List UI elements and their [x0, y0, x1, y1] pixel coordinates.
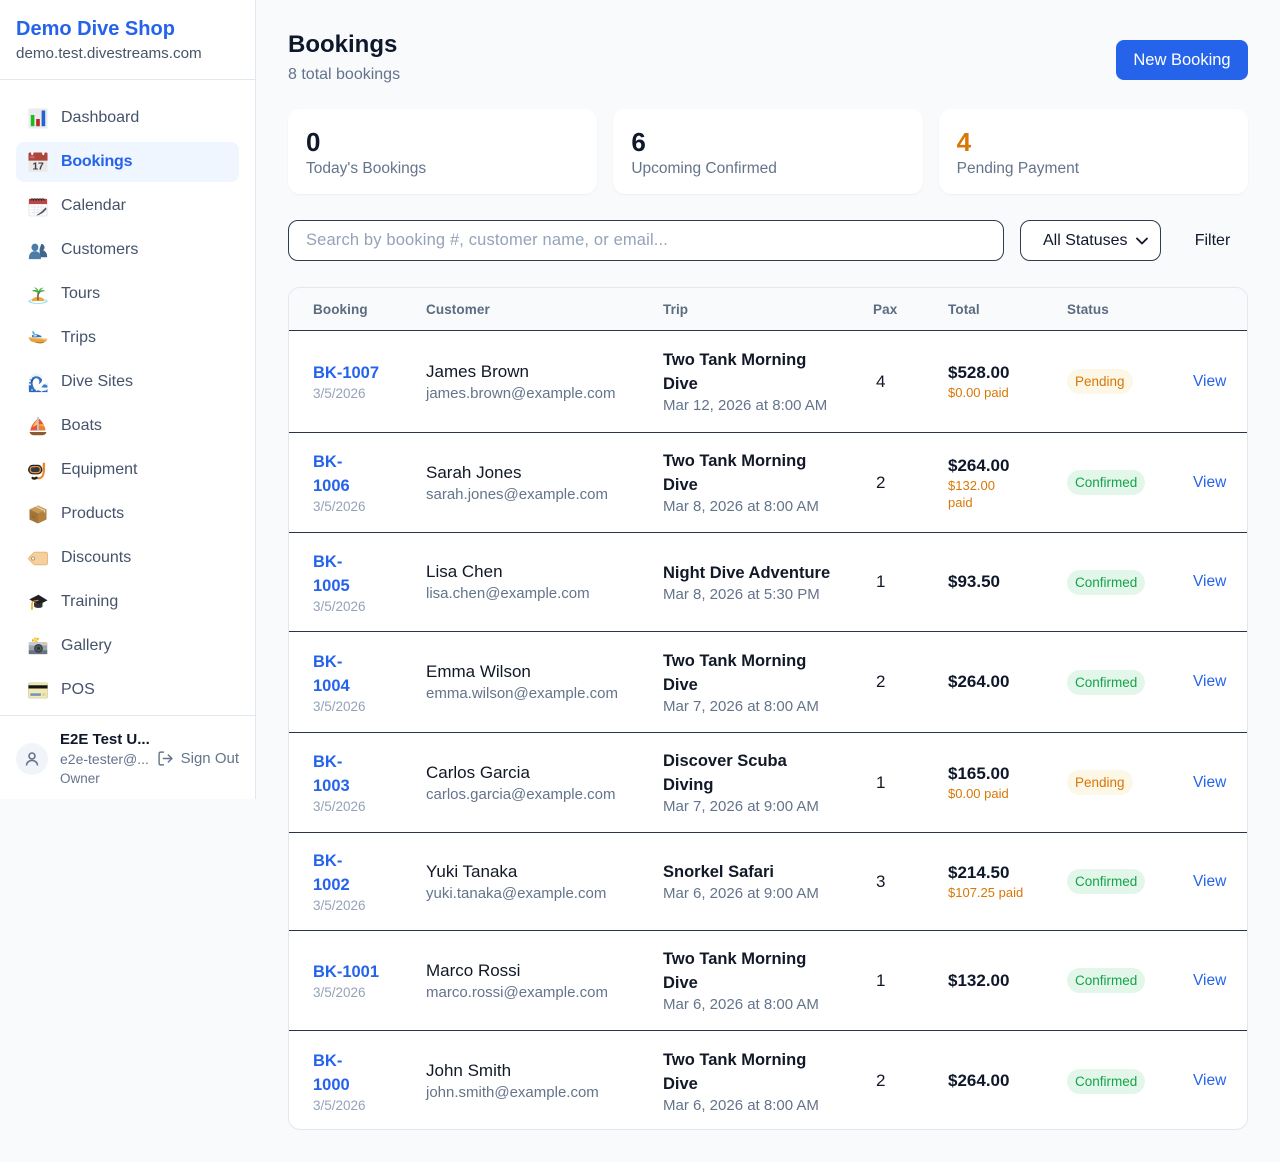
- svg-text:17: 17: [32, 162, 44, 173]
